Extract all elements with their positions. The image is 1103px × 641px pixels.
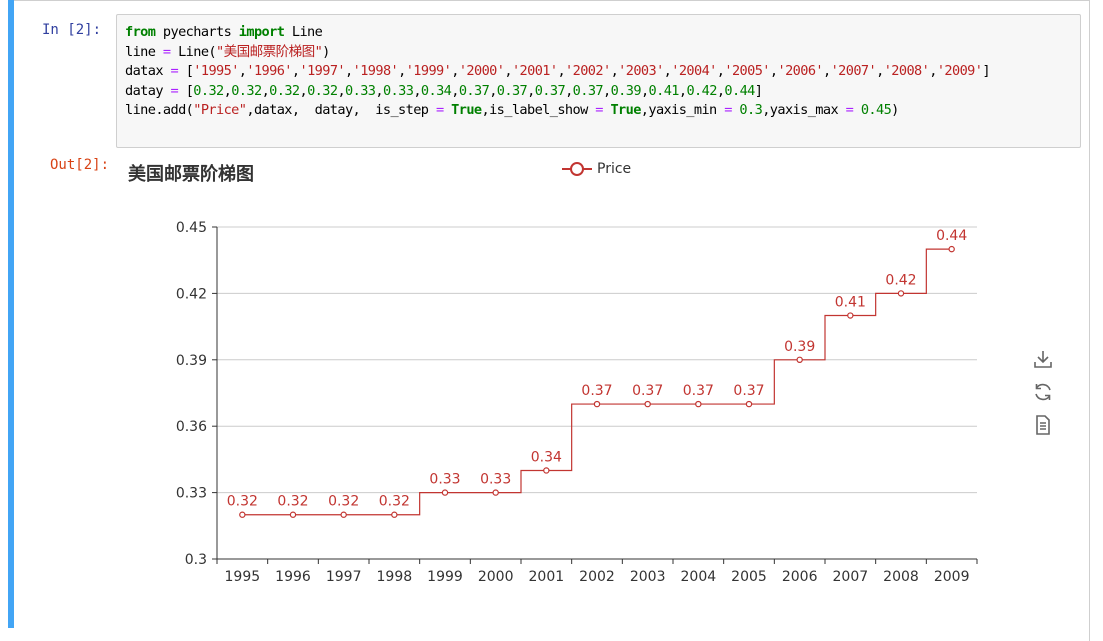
x-tick-label: 2002	[579, 569, 615, 585]
x-tick-label: 2008	[883, 569, 919, 585]
y-tick-label: 0.39	[176, 353, 207, 369]
y-tick-label: 0.36	[176, 419, 207, 435]
data-point	[391, 511, 398, 518]
data-point	[847, 312, 854, 319]
cell-selection-bar	[8, 0, 14, 628]
data-point	[543, 467, 550, 474]
data-point	[644, 400, 651, 408]
x-tick-label: 2001	[529, 569, 565, 585]
step-line-chart: 0.3 0.33 0.36 0.39 0.42 0.45 1995 1996 1997 1998 1…	[176, 220, 978, 585]
data-label: 0.39	[784, 339, 815, 355]
code-line-2: line = Line("美国邮票阶梯图")	[125, 43, 330, 60]
input-prompt: In [2]:	[42, 22, 102, 38]
data-point	[745, 400, 753, 408]
legend-label: Price	[597, 161, 632, 177]
data-label: 0.33	[429, 472, 460, 488]
data-point	[441, 489, 449, 496]
data-point	[695, 400, 702, 408]
data-label: 0.37	[733, 383, 764, 399]
y-tick-label: 0.45	[176, 220, 207, 236]
chart-title: 美国邮票阶梯图	[128, 164, 254, 185]
code-line-1: from pyecharts import Line	[125, 24, 323, 40]
refresh-icon[interactable]	[1032, 381, 1054, 403]
data-label: 0.41	[835, 295, 866, 311]
data-point	[897, 290, 905, 297]
data-view-icon[interactable]	[1032, 414, 1054, 436]
x-tick-label: 1995	[225, 569, 261, 585]
code-line-3: datax = ['1995','1996','1997','1998','19…	[125, 63, 990, 79]
x-tick-label: 2003	[630, 569, 666, 585]
data-point	[289, 511, 297, 518]
data-label: 0.44	[936, 228, 967, 244]
series-line-price	[242, 248, 952, 516]
chart-legend[interactable]: Price	[562, 159, 631, 179]
chart-output: 0.3 0.33 0.36 0.39 0.42 0.45 1995 1996 1997 1998 1…	[116, 152, 1082, 628]
code-line-5: line.add("Price",datax, datay, is_step =…	[125, 102, 899, 118]
data-point	[239, 511, 246, 518]
x-tick-label: 2004	[681, 569, 717, 585]
chart-toolbox	[1032, 348, 1054, 447]
x-tick-label: 2009	[934, 569, 970, 585]
x-tick-label: 2005	[731, 569, 767, 585]
x-tick-label: 1998	[377, 569, 413, 585]
notebook-cell[interactable]	[14, 0, 1090, 641]
data-label: 0.37	[581, 383, 612, 399]
output-prompt: Out[2]:	[50, 157, 110, 173]
data-label: 0.37	[632, 383, 663, 399]
code-line-4: datay = [0.32,0.32,0.32,0.32,0.33,0.33,0…	[125, 82, 763, 99]
data-label: 0.34	[531, 449, 562, 465]
data-label: 0.37	[683, 383, 714, 399]
code-editor[interactable]: from pyecharts import Line line = Line("美…	[125, 23, 990, 121]
x-tick-label: 2000	[478, 569, 514, 585]
data-point	[593, 400, 601, 408]
data-label: 0.42	[885, 272, 916, 288]
code-input-area[interactable]: from pyecharts import Line line = Line("美…	[116, 14, 1081, 148]
data-label: 0.33	[480, 472, 511, 488]
download-icon[interactable]	[1032, 348, 1054, 370]
y-tick-label: 0.33	[176, 486, 207, 502]
x-tick-label: 2006	[782, 569, 818, 585]
data-point	[948, 245, 955, 253]
y-tick-label: 0.42	[176, 286, 207, 302]
x-tick-label: 2007	[833, 569, 869, 585]
data-label: 0.32	[277, 494, 308, 510]
data-point	[796, 356, 803, 363]
data-label: 0.32	[227, 494, 258, 510]
data-label: 0.32	[379, 494, 410, 510]
x-tick-label: 1997	[326, 569, 362, 585]
data-point	[340, 511, 347, 518]
data-point	[492, 489, 499, 496]
x-tick-label: 1999	[427, 569, 463, 585]
x-tick-label: 1996	[275, 569, 311, 585]
data-label: 0.32	[328, 494, 359, 510]
legend-line-circle-icon	[562, 162, 592, 176]
y-tick-label: 0.3	[185, 552, 207, 568]
